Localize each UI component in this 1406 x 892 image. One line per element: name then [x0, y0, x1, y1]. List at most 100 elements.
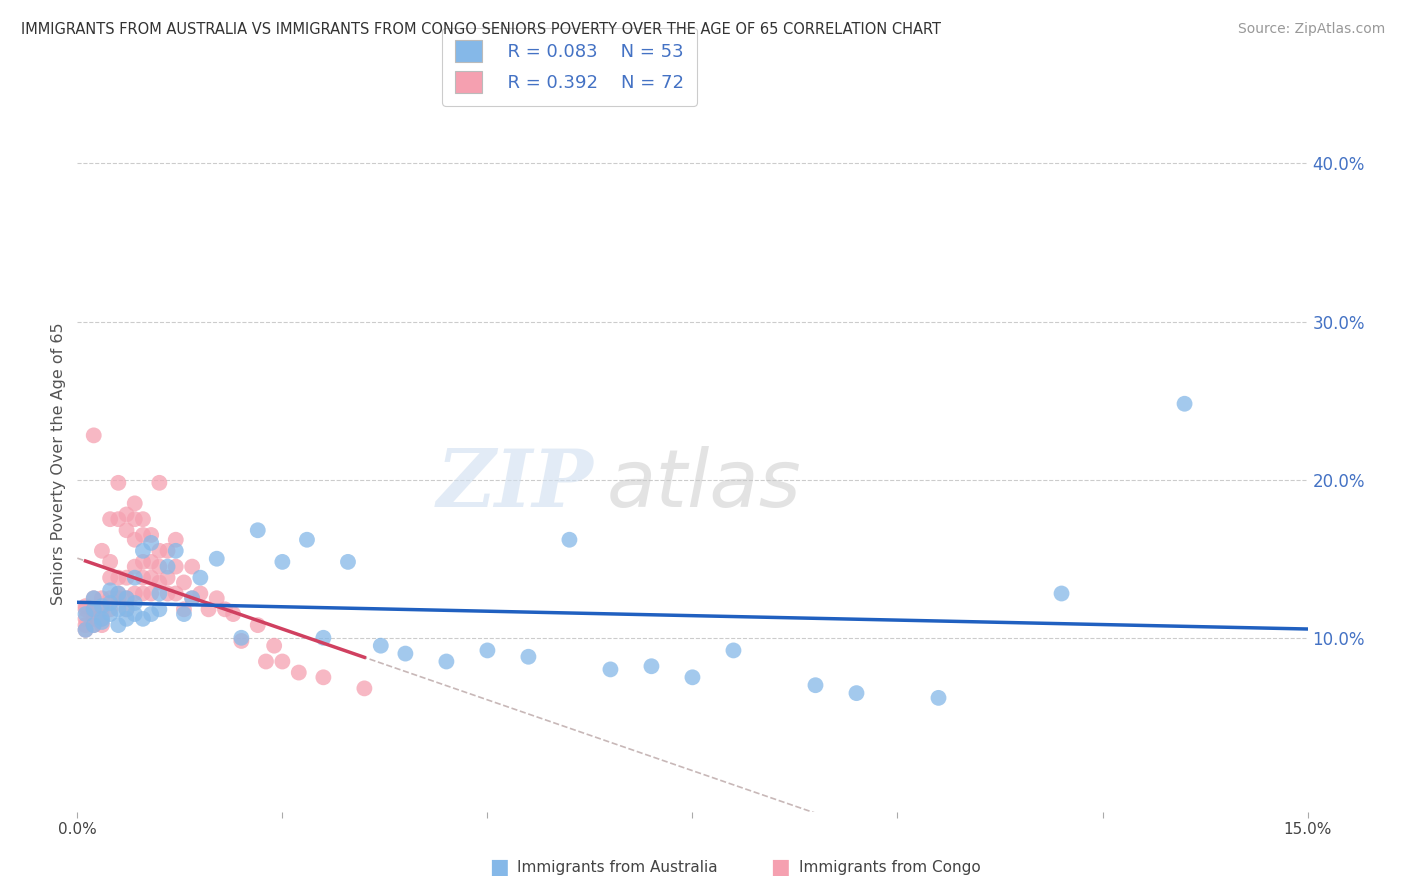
Point [312, 670, 335, 684]
Point [124, 571, 146, 585]
Point [188, 571, 212, 585]
Point [141, 586, 163, 600]
Point [115, 508, 138, 522]
Point [156, 586, 179, 600]
Point [90, 612, 114, 626]
Point [124, 512, 146, 526]
Point [222, 607, 245, 621]
Point [337, 555, 360, 569]
Point [181, 559, 204, 574]
Point [90, 618, 114, 632]
Point [141, 528, 163, 542]
Point [928, 690, 950, 705]
Point [141, 555, 163, 569]
Point [98, 583, 121, 598]
Point [83, 428, 105, 442]
Point [271, 555, 294, 569]
Point [845, 686, 868, 700]
Point [181, 591, 204, 606]
Point [205, 551, 228, 566]
Point [107, 591, 129, 606]
Point [173, 575, 195, 590]
Point [75, 602, 97, 616]
Point [197, 602, 219, 616]
Point [124, 586, 146, 600]
Point [477, 643, 499, 657]
Point [90, 615, 114, 629]
Point [83, 618, 105, 632]
Point [75, 623, 97, 637]
Point [124, 496, 146, 510]
Point [723, 643, 745, 657]
Point [231, 631, 253, 645]
Point [98, 571, 121, 585]
Point [141, 571, 163, 585]
Point [75, 623, 97, 637]
Point [115, 602, 138, 616]
Point [124, 596, 146, 610]
Point [107, 586, 129, 600]
Point [640, 659, 662, 673]
Point [107, 618, 129, 632]
Point [804, 678, 827, 692]
Point [148, 602, 170, 616]
Point [83, 602, 105, 616]
Text: ■: ■ [770, 857, 790, 877]
Point [156, 543, 179, 558]
Text: ■: ■ [489, 857, 509, 877]
Point [98, 512, 121, 526]
Point [90, 599, 114, 614]
Point [173, 607, 195, 621]
Point [124, 607, 146, 621]
Point [148, 586, 170, 600]
Point [188, 586, 212, 600]
Point [173, 602, 195, 616]
Point [312, 631, 335, 645]
Point [156, 559, 179, 574]
Point [75, 618, 97, 632]
Point [132, 586, 155, 600]
Point [246, 618, 269, 632]
Point [124, 559, 146, 574]
Text: ZIP: ZIP [437, 446, 595, 524]
Point [83, 612, 105, 626]
Y-axis label: Seniors Poverty Over the Age of 65: Seniors Poverty Over the Age of 65 [51, 323, 66, 605]
Point [141, 536, 163, 550]
Point [165, 559, 187, 574]
Point [98, 607, 121, 621]
Point [98, 596, 121, 610]
Point [148, 475, 170, 490]
Text: atlas: atlas [606, 446, 801, 524]
Point [231, 634, 253, 648]
Point [115, 523, 138, 537]
Point [214, 602, 236, 616]
Point [83, 591, 105, 606]
Point [75, 599, 97, 614]
Point [165, 533, 187, 547]
Point [98, 602, 121, 616]
Point [1174, 397, 1197, 411]
Point [115, 591, 138, 606]
Point [83, 618, 105, 632]
Point [599, 662, 621, 676]
Point [107, 571, 129, 585]
Point [75, 607, 97, 621]
Point [83, 602, 105, 616]
Text: IMMIGRANTS FROM AUSTRALIA VS IMMIGRANTS FROM CONGO SENIORS POVERTY OVER THE AGE : IMMIGRANTS FROM AUSTRALIA VS IMMIGRANTS … [21, 22, 941, 37]
Point [83, 591, 105, 606]
Point [141, 607, 163, 621]
Point [115, 602, 138, 616]
Point [75, 612, 97, 626]
Point [1050, 586, 1073, 600]
Point [132, 512, 155, 526]
Point [107, 586, 129, 600]
Point [353, 681, 375, 696]
Point [288, 665, 311, 680]
Point [90, 612, 114, 626]
Point [115, 591, 138, 606]
Point [98, 591, 121, 606]
Point [107, 602, 129, 616]
Text: Source: ZipAtlas.com: Source: ZipAtlas.com [1237, 22, 1385, 37]
Point [370, 639, 392, 653]
Point [132, 543, 155, 558]
